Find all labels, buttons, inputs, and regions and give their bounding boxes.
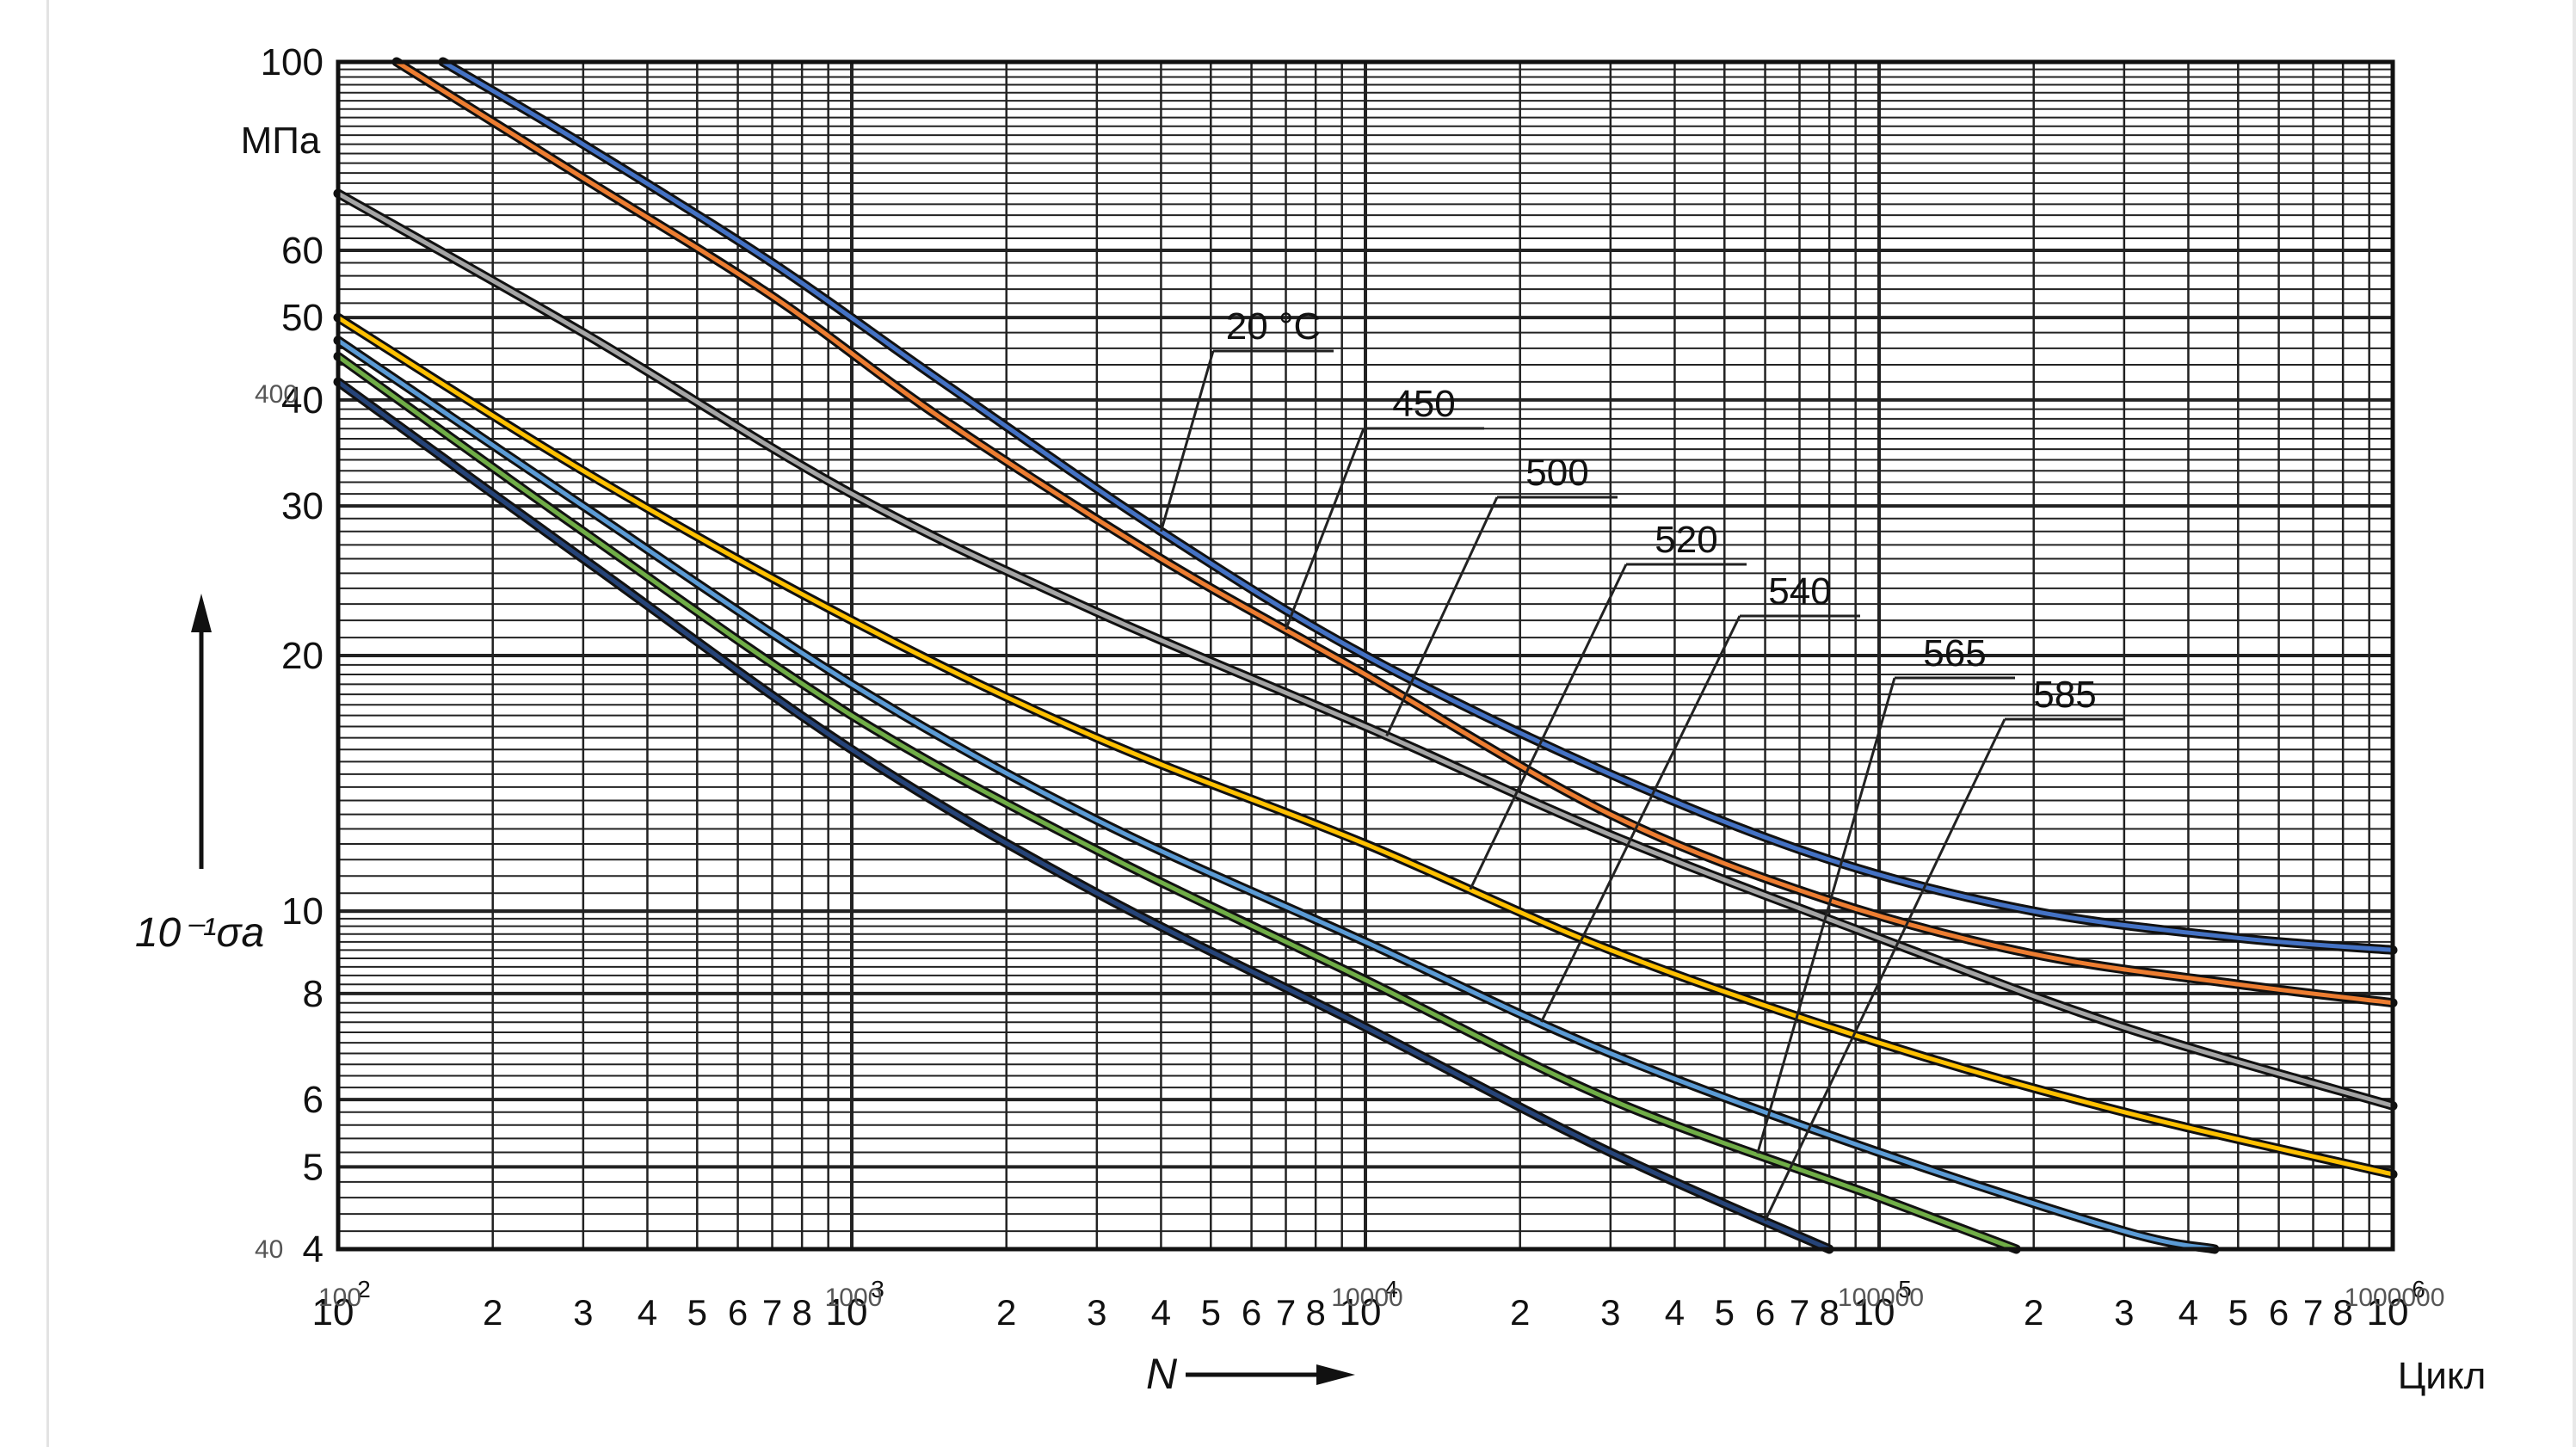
y-tick-label: 60 — [281, 230, 324, 272]
y-tick-label: 4 — [303, 1228, 324, 1271]
overlay-y-label: 40 — [255, 1235, 283, 1264]
annotation-label-540: 540 — [1768, 570, 1831, 613]
x-decade-exponent: 3 — [871, 1276, 884, 1302]
y-tick-label: 30 — [281, 485, 324, 527]
x-minor-label: 8 — [792, 1292, 811, 1333]
x-minor-label: 5 — [2228, 1292, 2248, 1333]
y-tick-label: 50 — [281, 297, 324, 339]
y-tick-label: 10 — [281, 890, 324, 933]
series-lines — [333, 57, 2398, 1254]
leader-line-585 — [1764, 718, 2006, 1222]
annotation-label-585: 585 — [2033, 674, 2096, 716]
series-line-540 — [336, 338, 2217, 1252]
y-tick-label: 6 — [303, 1079, 324, 1121]
x-axis-arrow-head — [1316, 1364, 1355, 1385]
y-tick-label: 5 — [303, 1146, 324, 1188]
series-line-520 — [336, 315, 2395, 1177]
x-minor-label: 7 — [1790, 1292, 1809, 1333]
x-minor-label: 7 — [2303, 1292, 2323, 1333]
x-minor-label: 6 — [2269, 1292, 2289, 1333]
x-decade-label: 10 — [1340, 1291, 1382, 1333]
overlay-x-label: 1000 — [825, 1284, 883, 1312]
series-line-565 — [336, 354, 2018, 1252]
x-decade-label: 10 — [2367, 1291, 2409, 1333]
leader-line-20C — [1159, 350, 1215, 533]
x-minor-label: 5 — [687, 1292, 707, 1333]
x-minor-label: 6 — [1242, 1292, 1261, 1333]
annotation-label-565: 565 — [1923, 632, 1986, 674]
x-minor-label: 3 — [2114, 1292, 2134, 1333]
x-unit-label: Цикл — [2398, 1355, 2487, 1397]
overlay-x-label: 100000 — [1838, 1284, 1924, 1312]
x-decade-label: 10 — [312, 1291, 354, 1333]
x-minor-label: 4 — [2179, 1292, 2198, 1333]
x-minor-label: 2 — [483, 1292, 502, 1333]
y-tick-label: 40 — [281, 379, 324, 422]
x-decade-exponent: 5 — [1898, 1276, 1912, 1302]
x-decade-exponent: 4 — [1384, 1276, 1398, 1302]
leader-line-565 — [1756, 677, 1896, 1154]
annotation-label-20C: 20 °C — [1226, 305, 1322, 348]
leader-line-520 — [1469, 563, 1628, 890]
annotation-label-520: 520 — [1655, 519, 1717, 561]
overlay-x-label: 10000 — [1331, 1284, 1402, 1312]
leader-line-500 — [1385, 496, 1499, 737]
x-minor-label: 3 — [1600, 1292, 1620, 1333]
x-minor-label: 8 — [1305, 1292, 1325, 1333]
x-minor-label: 4 — [638, 1292, 657, 1333]
series-line-20C — [441, 59, 2395, 952]
x-decade-exponent: 2 — [357, 1276, 371, 1302]
leader-line-540 — [1540, 615, 1741, 1023]
right-border — [2573, 0, 2576, 1447]
series-line-450 — [394, 59, 2395, 1006]
x-decade-label: 10 — [1853, 1291, 1895, 1333]
x-minor-label: 2 — [1510, 1292, 1530, 1333]
x-decade-exponent: 6 — [2412, 1276, 2425, 1302]
annotation-label-450: 450 — [1392, 383, 1455, 425]
annotation-label-500: 500 — [1525, 452, 1588, 494]
x-minor-label: 6 — [728, 1292, 748, 1333]
x-minor-label: 4 — [1151, 1292, 1171, 1333]
x-minor-label: 7 — [762, 1292, 782, 1333]
overlay-x-label: 1000000 — [2345, 1284, 2445, 1312]
series-line-585 — [336, 379, 1832, 1252]
overlay-y-label: 400 — [255, 380, 298, 409]
series-annotations: 20 °C 450 500 520 540 565 585 — [1159, 305, 2125, 1222]
x-minor-label: 3 — [573, 1292, 593, 1333]
x-decade-label: 10 — [826, 1291, 868, 1333]
y-unit-label: МПа — [241, 120, 321, 162]
overlay-x-label: 100 — [318, 1284, 361, 1312]
y-axis-title: 10⁻¹σa — [135, 910, 264, 956]
left-border — [46, 0, 49, 1447]
x-minor-label: 2 — [996, 1292, 1016, 1333]
y-tick-label: 100 — [261, 41, 324, 83]
x-minor-label: 2 — [2024, 1292, 2043, 1333]
plot-frame — [336, 59, 2395, 1252]
x-minor-label: 4 — [1665, 1292, 1685, 1333]
leader-line-450 — [1285, 428, 1365, 631]
series-line-500 — [336, 191, 2395, 1108]
x-minor-label: 7 — [1276, 1292, 1296, 1333]
y-tick-label: 20 — [281, 635, 324, 677]
x-minor-label: 5 — [1715, 1292, 1735, 1333]
y-tick-label: 8 — [303, 973, 324, 1015]
x-minor-label: 6 — [1755, 1292, 1775, 1333]
x-minor-label: 8 — [2333, 1292, 2352, 1333]
y-tick-labels: 100 60 50 40 30 20 10 8 6 5 4 — [261, 41, 324, 1271]
x-axis-title: N — [1146, 1350, 1178, 1398]
x-minor-label: 3 — [1087, 1292, 1106, 1333]
x-minor-label: 8 — [1819, 1292, 1839, 1333]
x-minor-label: 5 — [1201, 1292, 1221, 1333]
y-axis-arrow-head — [191, 594, 212, 632]
